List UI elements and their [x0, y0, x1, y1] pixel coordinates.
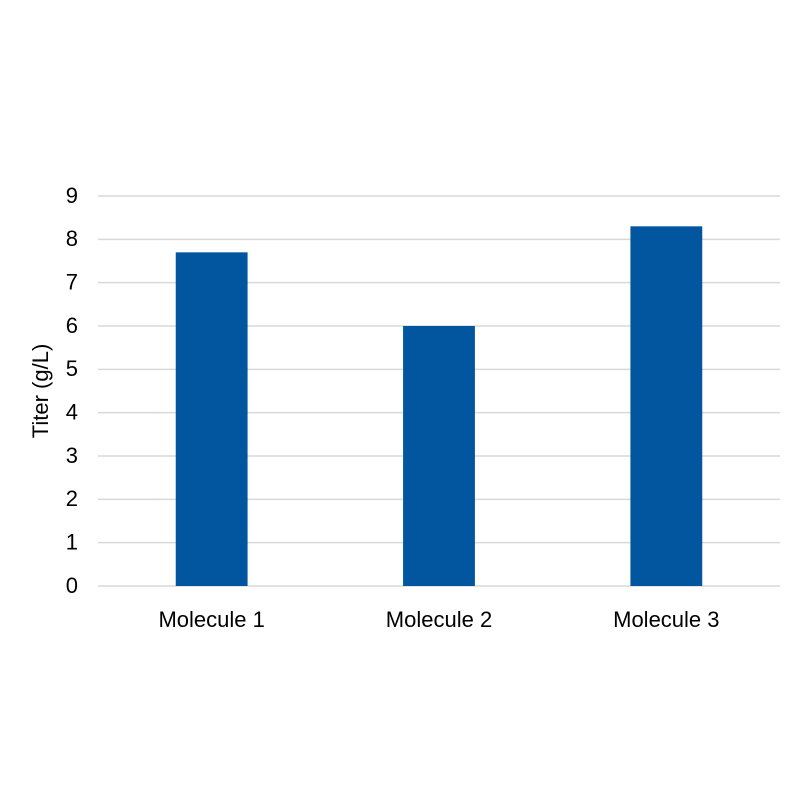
y-tick-label: 9 [66, 183, 78, 208]
x-tick-label: Molecule 1 [158, 607, 264, 632]
y-axis-label: Titer (g/L) [28, 344, 53, 439]
y-tick-label: 2 [66, 486, 78, 511]
y-tick-label: 3 [66, 443, 78, 468]
y-tick-label: 6 [66, 313, 78, 338]
y-tick-label: 1 [66, 529, 78, 554]
x-tick-label: Molecule 2 [386, 607, 492, 632]
y-tick-label: 4 [66, 399, 78, 424]
y-tick-label: 0 [66, 573, 78, 598]
y-tick-label: 7 [66, 269, 78, 294]
y-tick-label: 5 [66, 356, 78, 381]
y-tick-label: 8 [66, 226, 78, 251]
bar [175, 252, 248, 587]
x-tick-label: Molecule 3 [613, 607, 719, 632]
bar [630, 226, 703, 587]
bar [403, 326, 475, 586]
